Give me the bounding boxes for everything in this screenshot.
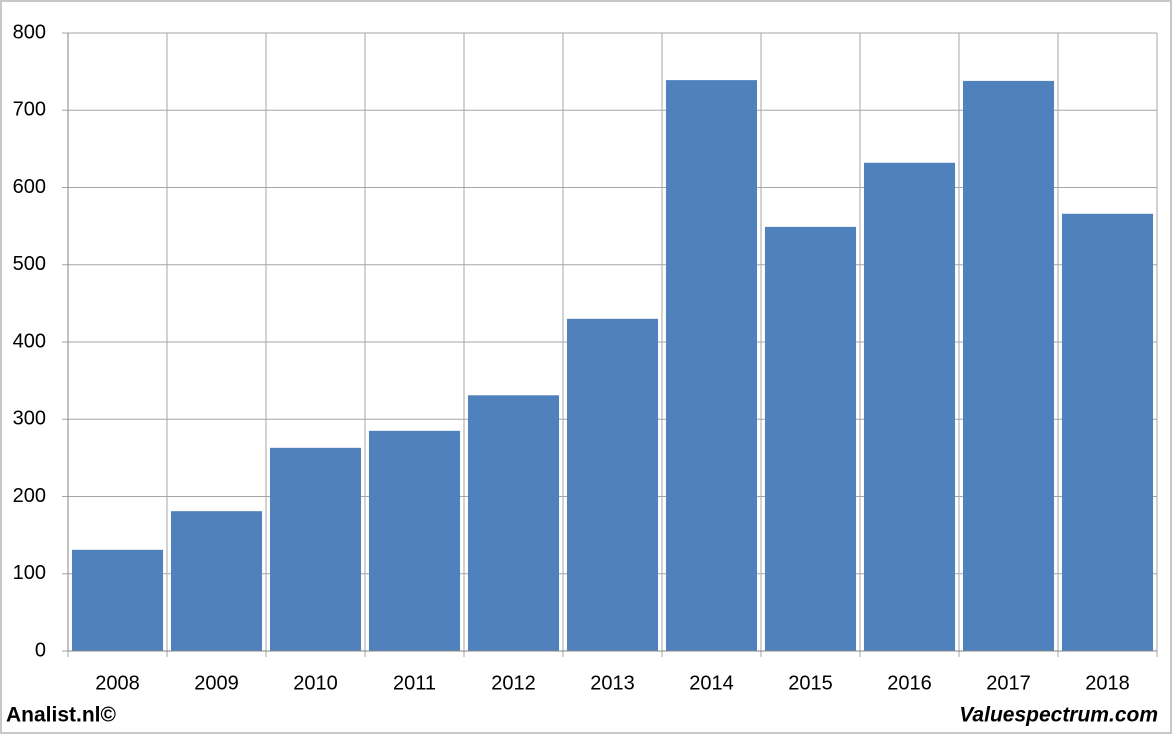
x-tick-label: 2011 — [393, 672, 436, 694]
x-tick-label: 2012 — [491, 672, 536, 694]
y-tick-label: 800 — [13, 21, 46, 43]
bar — [566, 318, 659, 651]
x-tick-label: 2014 — [689, 672, 734, 694]
y-tick-label: 100 — [13, 562, 46, 584]
x-tick-label: 2015 — [788, 672, 833, 694]
bar — [269, 447, 362, 651]
y-tick-label: 400 — [13, 330, 46, 352]
y-tick-label: 600 — [13, 176, 46, 198]
x-tick-label: 2013 — [590, 672, 635, 694]
x-tick-label: 2010 — [293, 672, 338, 694]
x-tick-label: 2008 — [95, 672, 140, 694]
bar — [665, 80, 758, 651]
x-tick-label: 2016 — [887, 672, 932, 694]
bar — [368, 430, 461, 651]
source-label: Analist.nl© — [6, 704, 117, 727]
y-tick-label: 500 — [13, 253, 46, 275]
bar — [962, 80, 1055, 651]
bar — [1061, 213, 1154, 651]
y-tick-label: 0 — [35, 639, 46, 661]
x-tick-label: 2009 — [194, 672, 239, 694]
y-tick-label: 300 — [13, 408, 46, 430]
bar — [170, 511, 263, 651]
x-tick-label: 2018 — [1085, 672, 1130, 694]
watermark: Valuespectrum.com — [959, 704, 1158, 727]
bar — [863, 162, 956, 651]
x-tick-label: 2017 — [986, 672, 1031, 694]
y-tick-label: 200 — [13, 485, 46, 507]
bar — [764, 226, 857, 651]
bar — [71, 549, 164, 651]
y-tick-label: 700 — [13, 99, 46, 121]
bar — [467, 395, 560, 651]
